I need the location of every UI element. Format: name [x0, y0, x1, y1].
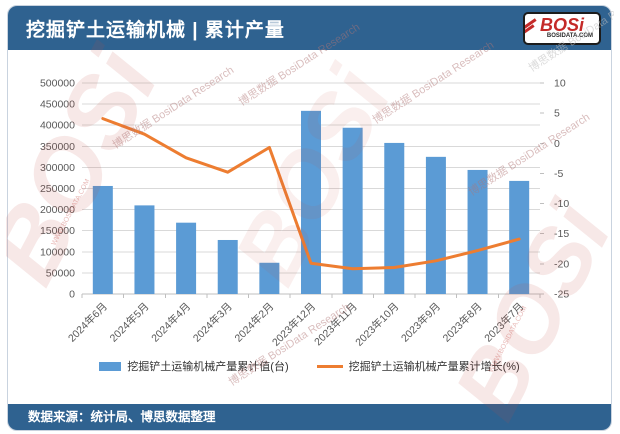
- bosi-logo-text: BOSi: [539, 14, 584, 35]
- page-title: 挖掘铲土运输机械 | 累计产量: [26, 19, 285, 41]
- chart-card: 挖掘铲土运输机械 | 累计产量 BOSi BOSIDATA.COM 0 50000…: [7, 5, 612, 431]
- svg-text:2023年7月: 2023年7月: [482, 300, 527, 345]
- legend-bar-swatch-icon: [99, 361, 122, 371]
- axis-labels: 0 50000 100000 150000 200000 250000 300000 3500…: [40, 78, 569, 301]
- svg-text:500000: 500000: [40, 78, 75, 90]
- svg-text:10: 10: [554, 78, 566, 90]
- svg-text:2023年10月: 2023年10月: [353, 300, 402, 349]
- svg-text:-10: -10: [554, 198, 569, 210]
- legend-bar-label: 挖掘铲土运输机械产量累计值(台): [127, 361, 289, 373]
- legend-item-bar: 挖掘铲土运输机械产量累计值(台): [99, 358, 289, 374]
- svg-text:2023年12月: 2023年12月: [269, 300, 318, 349]
- header: 挖掘铲土运输机械 | 累计产量 BOSi BOSIDATA.COM: [8, 6, 611, 50]
- bar: [217, 239, 238, 294]
- svg-text:300000: 300000: [40, 162, 75, 174]
- bar: [301, 110, 321, 294]
- svg-text:2023年8月: 2023年8月: [440, 300, 485, 345]
- bar-series: [92, 110, 530, 295]
- bar: [134, 205, 155, 294]
- svg-text:-15: -15: [554, 228, 569, 240]
- svg-text:2023年11月: 2023年11月: [311, 300, 359, 348]
- x-axis-labels: 2024年6月2024年5月2024年4月2024年3月2024年2月2023年…: [65, 300, 526, 349]
- svg-text:2024年6月: 2024年6月: [65, 300, 110, 345]
- svg-text:-5: -5: [554, 168, 563, 180]
- svg-text:100000: 100000: [40, 246, 75, 258]
- svg-text:0: 0: [554, 138, 560, 150]
- bar: [259, 262, 280, 294]
- svg-text:2024年2月: 2024年2月: [232, 300, 277, 345]
- bar: [92, 185, 113, 294]
- svg-text:2024年5月: 2024年5月: [107, 300, 152, 345]
- svg-text:150000: 150000: [40, 225, 75, 237]
- svg-text:2023年9月: 2023年9月: [398, 300, 443, 345]
- legend-line-label: 挖掘铲土运输机械产量累计增长(%): [348, 361, 520, 373]
- bosi-logo[interactable]: BOSi BOSIDATA.COM: [523, 11, 601, 45]
- footer: 数据来源：统计局、博思数据整理: [8, 404, 611, 430]
- svg-text:400000: 400000: [40, 120, 75, 132]
- bar: [342, 127, 363, 295]
- bar: [509, 180, 530, 294]
- svg-text:0: 0: [69, 289, 75, 301]
- bar: [384, 142, 405, 294]
- growth-line: [101, 117, 521, 271]
- svg-text:5: 5: [554, 108, 560, 120]
- bar: [467, 169, 488, 294]
- svg-text:2024年4月: 2024年4月: [149, 300, 194, 345]
- svg-text:50000: 50000: [46, 267, 75, 279]
- combo-chart: 0 50000 100000 150000 200000 250000 300000 3500…: [40, 78, 569, 349]
- bar: [425, 156, 446, 294]
- legend-item-line: 挖掘铲土运输机械产量累计增长(%): [316, 358, 520, 374]
- svg-text:350000: 350000: [40, 141, 75, 153]
- svg-text:-25: -25: [554, 289, 569, 301]
- bar: [176, 222, 197, 294]
- svg-text:200000: 200000: [40, 204, 75, 216]
- svg-text:2024年3月: 2024年3月: [190, 300, 235, 345]
- chart-legend: 挖掘铲土运输机械产量累计值(台) 挖掘铲土运输机械产量累计增长(%): [8, 358, 611, 374]
- legend-line-swatch-icon: [316, 364, 343, 368]
- svg-text:-20: -20: [554, 258, 569, 270]
- svg-text:250000: 250000: [40, 183, 75, 195]
- data-source-text: 数据来源：统计局、博思数据整理: [28, 410, 216, 424]
- bosi-logo-subtext: BOSIDATA.COM: [546, 32, 593, 39]
- svg-text:450000: 450000: [40, 99, 75, 111]
